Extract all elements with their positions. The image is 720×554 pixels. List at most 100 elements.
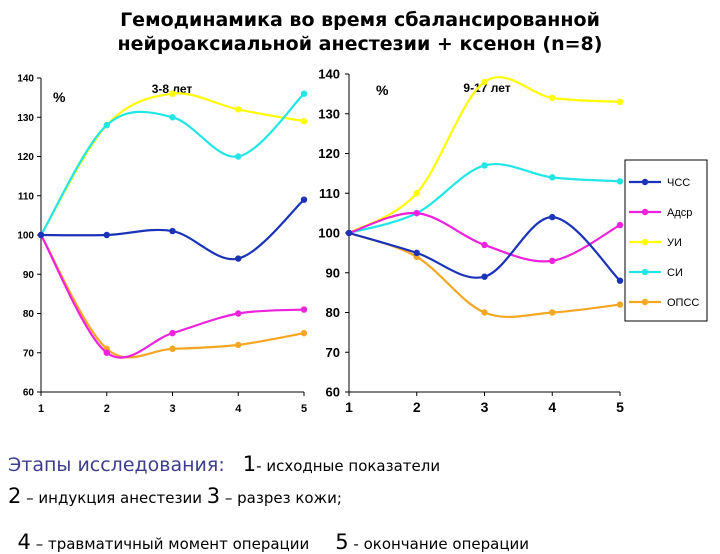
y-tick-label: 120 <box>17 152 34 163</box>
x-tick-label: 1 <box>38 403 44 415</box>
data-point <box>413 249 420 257</box>
footer-line-3: 4 – травматичный момент операции 5 - окон… <box>8 512 530 554</box>
y-tick-label: 100 <box>17 231 34 242</box>
y-axis-label: % <box>53 89 66 105</box>
x-tick-label: 3 <box>481 399 489 415</box>
data-point <box>300 196 308 203</box>
footer-text-1: - исходные показатели <box>256 457 441 475</box>
data-point <box>300 306 308 313</box>
x-tick-label: 5 <box>616 399 624 415</box>
footer-num-1: 1 <box>242 452 257 476</box>
legend-marker <box>641 178 649 186</box>
footer-line-2: 2 – индукция анестезии 3 – разрез кожи; <box>8 484 342 508</box>
footer-text-3: – разрез кожи; <box>220 489 342 507</box>
x-tick-label: 4 <box>235 403 242 415</box>
y-tick-label: 130 <box>17 113 34 124</box>
y-tick-label: 60 <box>326 385 340 400</box>
footer-text-5: - окончание операции <box>348 535 530 553</box>
footer-num-2: 2 <box>8 484 22 508</box>
data-point <box>103 349 110 356</box>
data-point <box>235 255 242 262</box>
data-point <box>300 117 308 125</box>
y-tick-label: 130 <box>318 106 340 121</box>
chart-title: Гемодинамика во время сбалансированной н… <box>0 8 720 56</box>
x-tick-label: 2 <box>413 399 421 415</box>
data-point <box>235 153 242 160</box>
series-line <box>40 234 305 359</box>
data-point <box>616 98 624 106</box>
data-point <box>300 329 308 337</box>
y-tick-label: 70 <box>326 345 340 360</box>
series-line <box>348 212 621 263</box>
x-tick-label: 1 <box>345 399 353 415</box>
series-line <box>40 234 305 359</box>
data-point <box>345 229 353 237</box>
footer-text-4: – травматичный момент операции <box>30 535 310 553</box>
legend-label: ОПСС <box>667 297 699 309</box>
y-tick-label: 90 <box>23 270 35 281</box>
y-tick-label: 110 <box>18 191 35 202</box>
y-tick-label: 80 <box>23 309 35 320</box>
legend-label: ЧСС <box>667 177 690 189</box>
legend-box <box>624 159 708 322</box>
y-tick-label: 140 <box>17 74 34 85</box>
data-point <box>300 90 308 97</box>
footer-line-1: Этапы исследования: 1- исходные показате… <box>8 452 440 476</box>
title-line-2: нейроаксиальной анестезии + ксенон (n=8) <box>117 33 603 55</box>
data-point <box>481 273 488 280</box>
y-tick-label: 60 <box>23 388 35 399</box>
data-point <box>549 257 556 265</box>
x-tick-label: 5 <box>301 403 307 415</box>
legend-marker <box>641 208 649 216</box>
data-point <box>616 277 624 284</box>
y-tick-label: 140 <box>318 67 340 82</box>
data-point <box>616 221 624 229</box>
data-point <box>235 106 242 113</box>
footer-label: Этапы исследования: <box>8 454 225 476</box>
data-point <box>37 231 45 239</box>
footer-num-5: 5 <box>335 530 349 554</box>
y-axis-label: % <box>376 82 389 98</box>
footer-num-4: 4 <box>17 530 31 554</box>
y-tick-label: 110 <box>319 186 340 201</box>
data-point <box>169 114 176 121</box>
data-point <box>169 227 176 235</box>
x-tick-label: 4 <box>548 399 556 415</box>
data-point <box>481 241 488 249</box>
data-point <box>169 345 176 353</box>
legend-label: Адср <box>667 207 692 219</box>
legend-label: СИ <box>667 267 683 279</box>
series-line <box>348 163 621 235</box>
data-point <box>481 78 488 86</box>
footer-text-2: – индукция анестезии <box>21 489 207 507</box>
series-line <box>348 215 621 282</box>
data-point <box>169 90 176 97</box>
data-point <box>616 301 624 308</box>
data-point <box>103 231 110 239</box>
data-point <box>549 213 556 221</box>
y-tick-label: 120 <box>318 146 340 161</box>
data-point <box>103 121 110 129</box>
data-point <box>481 162 488 169</box>
data-point <box>235 341 242 349</box>
data-point <box>549 309 556 316</box>
y-tick-label: 90 <box>326 265 340 280</box>
data-point <box>413 209 420 217</box>
footer-num-3: 3 <box>206 484 221 508</box>
y-tick-label: 70 <box>23 348 35 359</box>
title-line-1: Гемодинамика во время сбалансированной <box>120 9 600 31</box>
legend-marker <box>641 298 649 306</box>
y-tick-label: 80 <box>326 305 340 320</box>
data-point <box>235 310 242 317</box>
series-line <box>348 76 621 234</box>
data-point <box>413 190 420 197</box>
legend-marker <box>641 238 649 246</box>
x-tick-label: 3 <box>169 403 175 415</box>
legend-marker <box>641 268 649 276</box>
legend-label: УИ <box>667 237 682 249</box>
x-tick-label: 2 <box>104 403 110 415</box>
data-point <box>549 174 556 181</box>
y-tick-label: 100 <box>318 226 340 241</box>
data-point <box>169 329 176 337</box>
